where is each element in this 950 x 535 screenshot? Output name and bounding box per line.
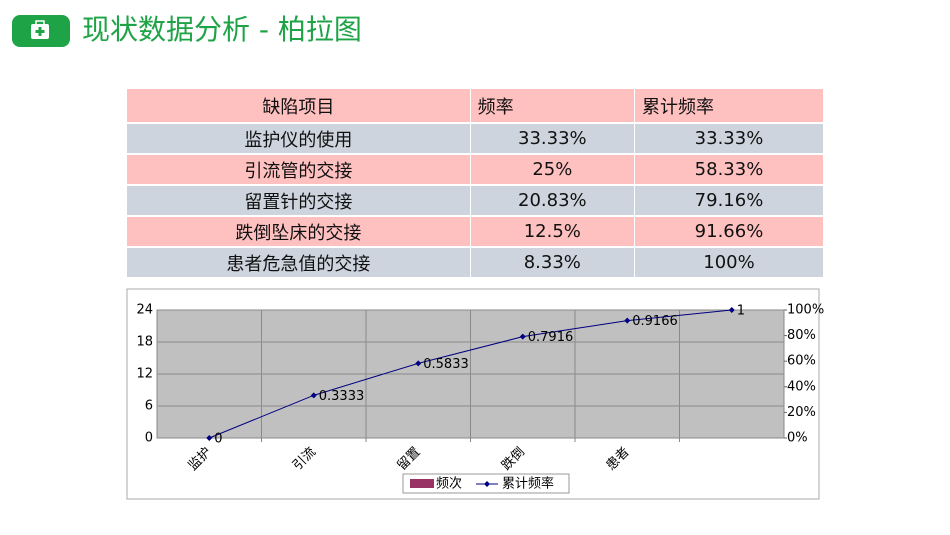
table-row: 患者危急值的交接 8.33% 100% [127,248,823,277]
y2-tick-label: 20% [787,405,816,420]
table-cell: 留置针的交接 [127,186,470,215]
header-cell: 频率 [470,89,634,122]
table-cell: 100% [634,248,823,277]
header-icon [12,15,70,47]
line-marker [415,360,422,367]
table-cell: 25% [470,155,634,184]
table-cell: 患者危急值的交接 [127,248,470,277]
legend-label: 频次 [436,476,462,492]
data-label: 0.7916 [528,330,574,345]
table-cell: 跌倒坠床的交接 [127,217,470,246]
line-marker [310,392,317,399]
legend-label: 累计频率 [502,476,554,492]
table-cell: 监护仪的使用 [127,124,470,153]
table-cell: 33.33% [634,124,823,153]
y2-tick-label: 80% [787,328,816,343]
page-title: 现状数据分析 - 柏拉图 [82,13,362,46]
data-label: 0.3333 [319,389,365,404]
table-row: 引流管的交接 25% 58.33% [127,155,823,184]
y-tick-label: 12 [136,367,153,382]
table-cell: 引流管的交接 [127,155,470,184]
data-label: 1 [737,304,745,319]
header-cell: 累计频率 [634,89,823,122]
legend-swatch [410,479,434,488]
y-tick-label: 6 [145,399,153,414]
data-label: 0.5833 [423,357,469,372]
table-cell: 12.5% [470,217,634,246]
y-tick-label: 0 [145,431,153,446]
table-row: 留置针的交接 20.83% 79.16% [127,186,823,215]
data-label: 0.9166 [632,314,678,329]
y2-tick-label: 100% [787,303,824,318]
line-marker [728,307,735,313]
line-marker [519,333,526,340]
y-tick-label: 24 [136,303,153,318]
y-tick-label: 18 [136,335,153,350]
table-header-row: 缺陷项目 频率 累计频率 [127,89,823,122]
y2-tick-label: 40% [787,379,816,394]
header-cell: 缺陷项目 [127,89,470,122]
line-marker [624,317,631,324]
legend-marker [484,481,491,487]
table-cell: 79.16% [634,186,823,215]
table-cell: 8.33% [470,248,634,277]
table-row: 监护仪的使用 33.33% 33.33% [127,124,823,153]
data-table: 缺陷项目 频率 累计频率 监护仪的使用 33.33% 33.33% 引流管的交接 25% 58.… [126,87,824,279]
y2-tick-label: 60% [787,354,816,369]
line-marker [206,435,213,441]
table-row: 跌倒坠床的交接 12.5% 91.66% [127,217,823,246]
table-cell: 33.33% [470,124,634,153]
table-cell: 58.33% [634,155,823,184]
table-cell: 20.83% [470,186,634,215]
table-cell: 91.66% [634,217,823,246]
y2-tick-label: 0% [787,431,808,446]
data-label: 0 [214,432,222,447]
line [209,309,732,439]
